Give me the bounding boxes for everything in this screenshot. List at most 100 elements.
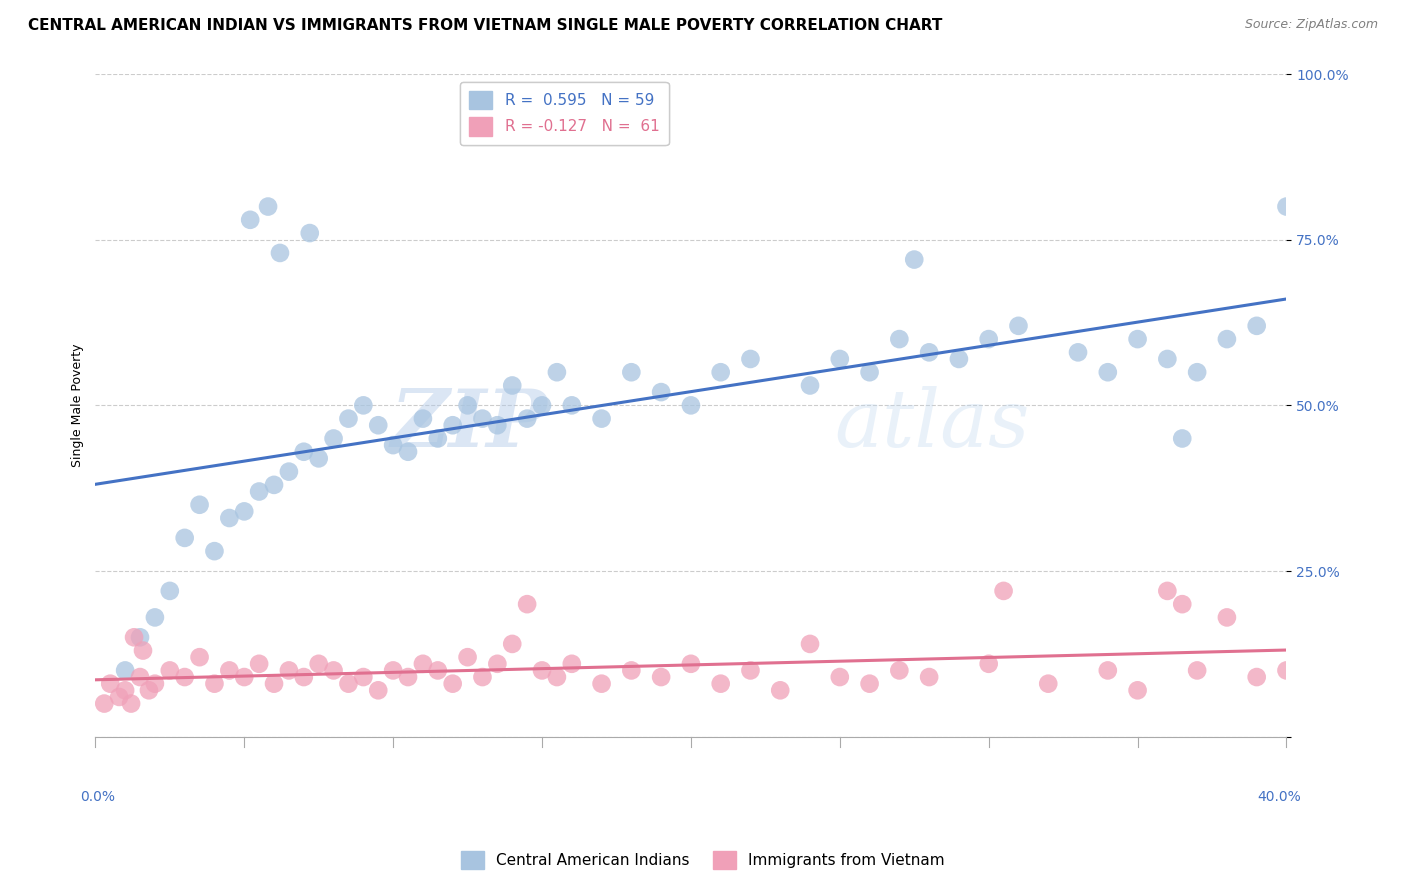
- Point: [352, 670, 374, 684]
- Point: [1126, 332, 1149, 346]
- Point: [620, 365, 643, 379]
- Point: [132, 643, 155, 657]
- Point: [457, 650, 479, 665]
- Point: [1275, 200, 1298, 214]
- Point: [233, 504, 256, 518]
- Point: [129, 670, 152, 684]
- Point: [650, 670, 672, 684]
- Point: [114, 664, 136, 678]
- Point: [114, 683, 136, 698]
- Text: 40.0%: 40.0%: [1257, 789, 1302, 804]
- Point: [889, 332, 911, 346]
- Legend: R =  0.595   N = 59, R = -0.127   N =  61: R = 0.595 N = 59, R = -0.127 N = 61: [460, 82, 668, 145]
- Point: [471, 670, 494, 684]
- Point: [337, 676, 360, 690]
- Point: [799, 378, 821, 392]
- Point: [1171, 597, 1194, 611]
- Point: [546, 365, 568, 379]
- Point: [889, 664, 911, 678]
- Point: [382, 438, 405, 452]
- Point: [269, 246, 291, 260]
- Point: [1007, 318, 1029, 333]
- Point: [1246, 670, 1268, 684]
- Point: [903, 252, 925, 267]
- Y-axis label: Single Male Poverty: Single Male Poverty: [72, 343, 84, 467]
- Point: [352, 398, 374, 412]
- Point: [546, 670, 568, 684]
- Point: [1067, 345, 1090, 359]
- Point: [948, 351, 970, 366]
- Point: [858, 365, 880, 379]
- Point: [1126, 683, 1149, 698]
- Point: [977, 332, 1000, 346]
- Point: [1216, 332, 1239, 346]
- Point: [1185, 664, 1208, 678]
- Point: [159, 664, 181, 678]
- Point: [367, 418, 389, 433]
- Point: [457, 398, 479, 412]
- Point: [1246, 318, 1268, 333]
- Point: [412, 657, 434, 671]
- Point: [516, 411, 538, 425]
- Point: [337, 411, 360, 425]
- Point: [233, 670, 256, 684]
- Point: [218, 664, 240, 678]
- Point: [204, 544, 226, 558]
- Point: [426, 664, 449, 678]
- Point: [1275, 664, 1298, 678]
- Point: [188, 650, 211, 665]
- Point: [292, 444, 315, 458]
- Point: [98, 676, 121, 690]
- Point: [367, 683, 389, 698]
- Point: [799, 637, 821, 651]
- Point: [120, 697, 142, 711]
- Point: [1171, 432, 1194, 446]
- Legend: Central American Indians, Immigrants from Vietnam: Central American Indians, Immigrants fro…: [456, 845, 950, 875]
- Point: [129, 630, 152, 644]
- Point: [441, 418, 464, 433]
- Point: [650, 385, 672, 400]
- Point: [620, 664, 643, 678]
- Point: [277, 664, 299, 678]
- Point: [591, 676, 613, 690]
- Point: [486, 418, 509, 433]
- Point: [828, 351, 851, 366]
- Point: [1156, 351, 1178, 366]
- Point: [247, 657, 270, 671]
- Point: [918, 345, 941, 359]
- Point: [396, 444, 419, 458]
- Text: 0.0%: 0.0%: [80, 789, 115, 804]
- Point: [531, 664, 554, 678]
- Point: [516, 597, 538, 611]
- Point: [173, 670, 195, 684]
- Point: [218, 511, 240, 525]
- Point: [441, 676, 464, 690]
- Point: [486, 657, 509, 671]
- Point: [501, 637, 523, 651]
- Point: [257, 200, 280, 214]
- Point: [396, 670, 419, 684]
- Point: [710, 365, 733, 379]
- Point: [1038, 676, 1060, 690]
- Point: [1097, 365, 1119, 379]
- Point: [412, 411, 434, 425]
- Point: [1097, 664, 1119, 678]
- Point: [108, 690, 131, 704]
- Point: [471, 411, 494, 425]
- Point: [993, 583, 1015, 598]
- Point: [292, 670, 315, 684]
- Point: [679, 398, 702, 412]
- Point: [591, 411, 613, 425]
- Point: [159, 583, 181, 598]
- Text: CENTRAL AMERICAN INDIAN VS IMMIGRANTS FROM VIETNAM SINGLE MALE POVERTY CORRELATI: CENTRAL AMERICAN INDIAN VS IMMIGRANTS FR…: [28, 18, 942, 33]
- Point: [561, 657, 583, 671]
- Point: [382, 664, 405, 678]
- Point: [239, 212, 262, 227]
- Point: [143, 610, 166, 624]
- Point: [247, 484, 270, 499]
- Point: [122, 630, 145, 644]
- Point: [204, 676, 226, 690]
- Point: [858, 676, 880, 690]
- Point: [138, 683, 160, 698]
- Point: [322, 432, 344, 446]
